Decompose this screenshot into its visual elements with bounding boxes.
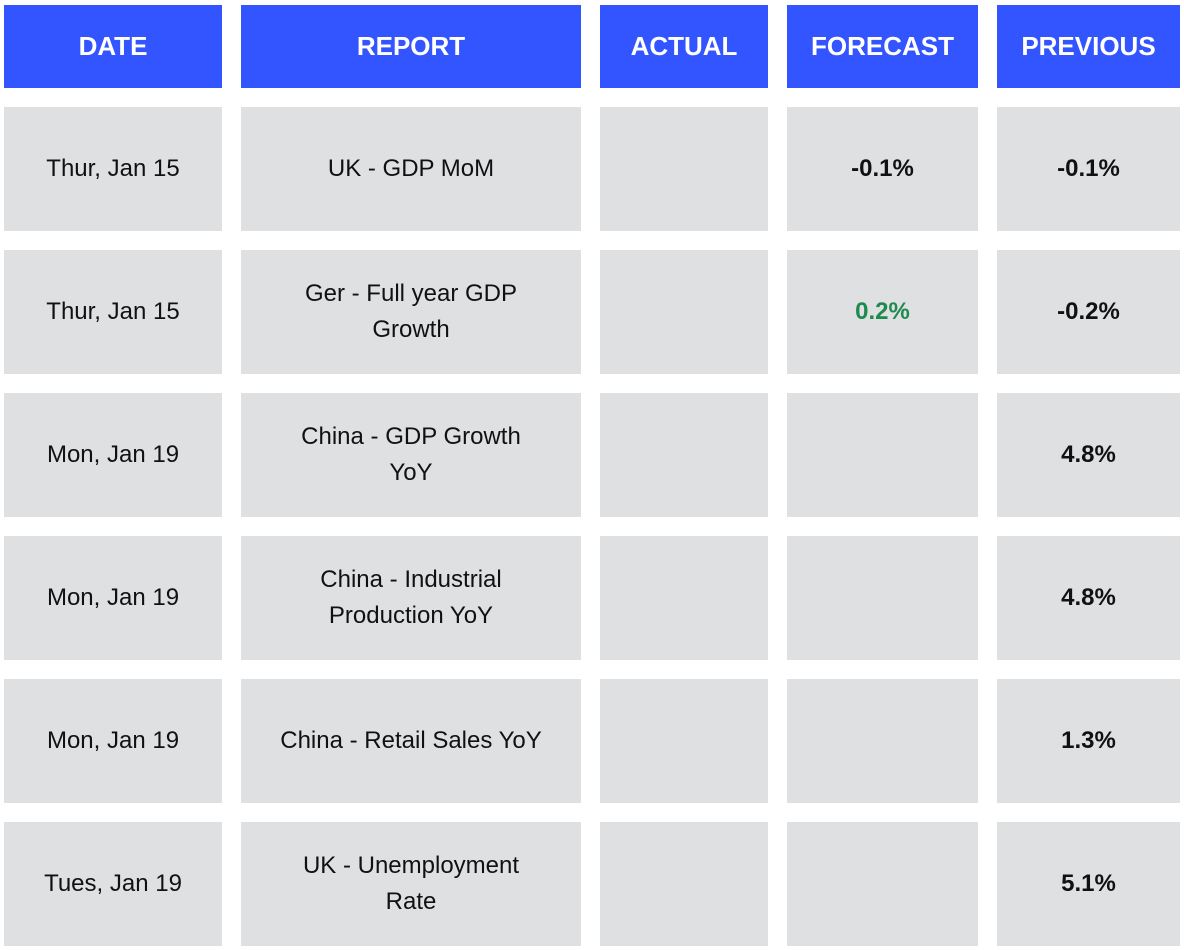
- header-cell: FORECAST: [787, 5, 978, 88]
- actual-cell: [600, 822, 768, 946]
- forecast-cell: [787, 393, 978, 517]
- actual-cell: [600, 107, 768, 231]
- previous-cell: 5.1%: [997, 822, 1180, 946]
- report-cell: UK - Unemployment Rate: [241, 822, 581, 946]
- forecast-cell: [787, 536, 978, 660]
- header-cell: PREVIOUS: [997, 5, 1180, 88]
- report-text: China - Retail Sales YoY: [280, 727, 542, 754]
- report-text: China - GDP Growth YoY: [301, 423, 521, 486]
- report-text: UK - Unemployment Rate: [302, 852, 520, 915]
- report-cell: UK - GDP MoM: [241, 107, 581, 231]
- date-cell: Tues, Jan 19: [4, 822, 222, 946]
- actual-cell: [600, 679, 768, 803]
- forecast-cell: [787, 679, 978, 803]
- report-cell: China - GDP Growth YoY: [241, 393, 581, 517]
- header-cell: ACTUAL: [600, 5, 768, 88]
- report-cell: China - Retail Sales YoY: [241, 679, 581, 803]
- previous-cell: -0.1%: [997, 107, 1180, 231]
- previous-cell: 4.8%: [997, 393, 1180, 517]
- date-cell: Mon, Jan 19: [4, 536, 222, 660]
- header-cell: REPORT: [241, 5, 581, 88]
- previous-cell: -0.2%: [997, 250, 1180, 374]
- actual-cell: [600, 536, 768, 660]
- forecast-cell: [787, 822, 978, 946]
- previous-cell: 4.8%: [997, 536, 1180, 660]
- report-text: Ger - Full year GDP Growth: [304, 280, 518, 343]
- report-text: China - Industrial Production YoY: [320, 566, 502, 629]
- calendar-table: DATE REPORT ACTUAL FORECAST PREVIOUS Thu…: [4, 5, 1180, 946]
- report-text: UK - GDP MoM: [327, 155, 495, 182]
- forecast-cell: -0.1%: [787, 107, 978, 231]
- report-cell: China - Industrial Production YoY: [241, 536, 581, 660]
- header-cell: DATE: [4, 5, 222, 88]
- forecast-cell: 0.2%: [787, 250, 978, 374]
- date-cell: Mon, Jan 19: [4, 393, 222, 517]
- previous-cell: 1.3%: [997, 679, 1180, 803]
- actual-cell: [600, 250, 768, 374]
- date-cell: Thur, Jan 15: [4, 107, 222, 231]
- date-cell: Thur, Jan 15: [4, 250, 222, 374]
- actual-cell: [600, 393, 768, 517]
- report-cell: Ger - Full year GDP Growth: [241, 250, 581, 374]
- date-cell: Mon, Jan 19: [4, 679, 222, 803]
